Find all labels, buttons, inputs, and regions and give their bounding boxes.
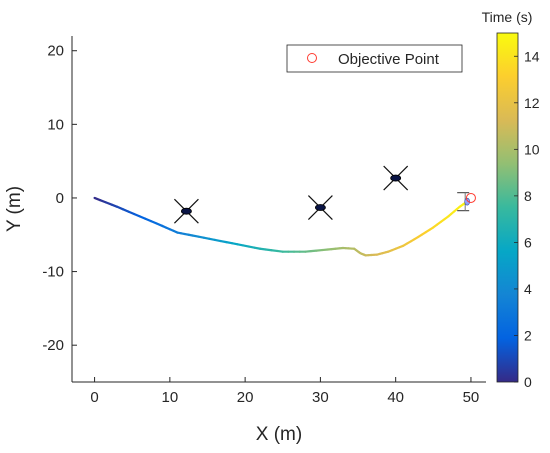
colorbar-tick-label: 4: [524, 281, 532, 297]
colorbar-tick-label: 0: [524, 374, 532, 390]
y-tick-label: 0: [56, 190, 64, 207]
y-tick-label: -10: [42, 264, 64, 281]
colorbar-tick-label: 2: [524, 327, 532, 343]
x-axis-label: X (m): [256, 424, 302, 445]
y-tick-label: -20: [42, 337, 64, 354]
obstacle-body: [315, 205, 325, 211]
colorbar-tick-label: 10: [524, 141, 540, 157]
colorbar-fill: [497, 33, 518, 382]
x-tick-label: 40: [387, 389, 404, 406]
y-tick-label: 20: [47, 43, 64, 60]
x-tick-label: 20: [237, 389, 254, 406]
colorbar-tick-label: 12: [524, 95, 540, 111]
plot-area: [72, 36, 486, 382]
colorbar-tick-label: 14: [524, 48, 540, 64]
obstacle-body: [391, 175, 401, 181]
colorbar-tick-label: 8: [524, 188, 532, 204]
y-tick-label: 10: [47, 116, 64, 133]
colorbar: Time (s) 0 2 4 6 8 10 12 14: [482, 9, 540, 390]
obstacle-body: [181, 208, 191, 214]
colorbar-tick-label: 6: [524, 234, 532, 250]
x-tick-label: 0: [90, 389, 98, 406]
x-tick-label: 50: [463, 389, 480, 406]
legend: Objective Point: [287, 45, 462, 72]
y-axis-label: Y (m): [4, 186, 25, 232]
colorbar-title: Time (s): [482, 9, 533, 25]
legend-objective-label: Objective Point: [338, 51, 440, 68]
x-tick-label: 30: [312, 389, 329, 406]
x-tick-label: 10: [162, 389, 179, 406]
